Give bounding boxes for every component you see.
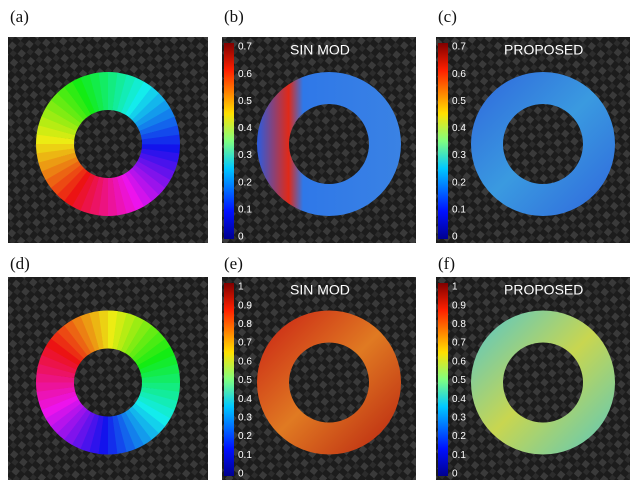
colorbar-tick-label: 0.3 xyxy=(452,413,466,424)
colorbar-tick-label: 0 xyxy=(238,469,244,480)
colorbar-tick-label: 0.3 xyxy=(238,150,252,161)
panel-title: SIN MOD xyxy=(290,42,350,58)
colorbar-tick-label: 0.5 xyxy=(452,96,466,107)
colorbar-tick-label: 0.7 xyxy=(238,338,252,349)
colorbar-tick-label: 0.4 xyxy=(452,123,466,134)
figure: (a) (b) SIN MOD 0 0.1 0.2 0.3 0.4 0.5 0.6 0.7 (c) PR… xyxy=(0,0,642,480)
colorbar-tick-label: 0.5 xyxy=(238,96,252,107)
colorbar-tick-label: 0.2 xyxy=(452,431,466,442)
colorbar-tick-label: 0.4 xyxy=(238,394,252,405)
colorbar-tick-label: 0.2 xyxy=(452,177,466,188)
colorbar-tick-label: 0.1 xyxy=(238,204,252,215)
colorbar-tick-label: 0.4 xyxy=(452,394,466,405)
colorbar-tick-label: 0.8 xyxy=(238,319,252,330)
panel-label: (d) xyxy=(10,254,30,273)
colorbar-tick-label: 0.2 xyxy=(238,431,252,442)
colorbar-tick-label: 1 xyxy=(452,282,458,293)
colorbar-tick-label: 0.6 xyxy=(452,356,466,367)
colorbar-tick-label: 0.6 xyxy=(452,69,466,80)
colorbar-tick-label: 0.7 xyxy=(238,42,252,53)
colorbar-tick-label: 0.1 xyxy=(452,204,466,215)
panel-title: PROPOSED xyxy=(504,42,583,58)
colorbar-tick-label: 0.9 xyxy=(452,300,466,311)
colorbar xyxy=(438,43,448,239)
colorbar-tick-label: 0 xyxy=(452,232,458,243)
colorbar-tick-label: 0.5 xyxy=(452,375,466,386)
colorbar-tick-label: 0 xyxy=(452,469,458,480)
colorbar-tick-label: 0.5 xyxy=(238,375,252,386)
colorbar-tick-label: 0.1 xyxy=(238,450,252,461)
colorbar xyxy=(438,283,448,476)
panel-title: PROPOSED xyxy=(504,282,583,298)
colorbar-tick-label: 0.7 xyxy=(452,338,466,349)
colorbar-tick-label: 0.3 xyxy=(452,150,466,161)
panel-label: (b) xyxy=(224,7,244,26)
colorbar-tick-label: 0.4 xyxy=(238,123,252,134)
colorbar xyxy=(224,43,234,239)
panel-label: (c) xyxy=(438,7,457,26)
colorbar xyxy=(224,283,234,476)
colorbar-tick-label: 0.1 xyxy=(452,450,466,461)
colorbar-tick-label: 0 xyxy=(238,232,244,243)
colorbar-tick-label: 0.7 xyxy=(452,42,466,53)
colorbar-tick-label: 0.2 xyxy=(238,177,252,188)
panel-label: (f) xyxy=(438,254,455,273)
panel-label: (a) xyxy=(10,7,29,26)
colorbar-tick-label: 0.6 xyxy=(238,69,252,80)
colorbar-tick-label: 0.6 xyxy=(238,356,252,367)
colorbar-tick-label: 0.3 xyxy=(238,413,252,424)
colorbar-tick-label: 0.9 xyxy=(238,300,252,311)
colorbar-tick-label: 0.8 xyxy=(452,319,466,330)
panel-label: (e) xyxy=(224,254,243,273)
colorbar-tick-label: 1 xyxy=(238,282,244,293)
panel-title: SIN MOD xyxy=(290,282,350,298)
